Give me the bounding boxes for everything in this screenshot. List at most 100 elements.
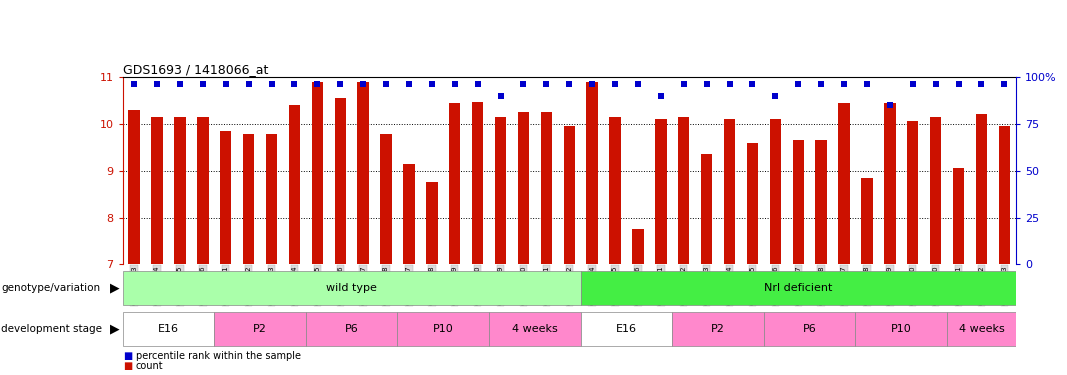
Point <box>584 81 601 87</box>
Bar <box>678 117 689 264</box>
Point <box>194 81 211 87</box>
Text: ■: ■ <box>123 351 132 361</box>
Bar <box>128 110 140 264</box>
Point <box>424 81 441 87</box>
Point <box>354 81 371 87</box>
Bar <box>764 312 856 346</box>
Bar <box>472 102 483 264</box>
Bar <box>633 229 643 264</box>
Bar <box>563 126 575 264</box>
Text: ▶: ▶ <box>110 322 120 336</box>
Bar <box>856 312 947 346</box>
Text: GDS1693 / 1418066_at: GDS1693 / 1418066_at <box>123 63 268 76</box>
Bar <box>793 140 803 264</box>
Point <box>652 93 669 99</box>
Point <box>675 81 692 87</box>
Text: wild type: wild type <box>327 283 377 293</box>
Bar <box>403 164 415 264</box>
Text: P6: P6 <box>345 324 359 334</box>
Text: P10: P10 <box>433 324 453 334</box>
Bar <box>243 134 254 264</box>
Bar <box>398 312 489 346</box>
Point <box>561 81 578 87</box>
Point <box>378 81 395 87</box>
Text: P6: P6 <box>802 324 816 334</box>
Point <box>630 81 647 87</box>
Point <box>927 81 944 87</box>
Bar <box>815 140 827 264</box>
Point <box>446 81 463 87</box>
Point <box>492 93 509 99</box>
Text: P2: P2 <box>711 324 726 334</box>
Bar <box>335 98 346 264</box>
Text: ▶: ▶ <box>110 281 120 294</box>
Text: ■: ■ <box>123 361 132 371</box>
Bar <box>174 117 186 264</box>
Bar <box>220 131 232 264</box>
Bar <box>655 119 667 264</box>
Bar <box>999 126 1010 264</box>
Text: P2: P2 <box>253 324 267 334</box>
Point <box>400 81 417 87</box>
Point <box>172 81 189 87</box>
Bar <box>495 117 506 264</box>
Point <box>262 81 280 87</box>
Point <box>218 81 235 87</box>
Bar <box>289 105 300 264</box>
Bar <box>426 182 437 264</box>
Text: E16: E16 <box>616 324 637 334</box>
Point <box>538 81 555 87</box>
Point <box>881 102 898 108</box>
Bar <box>266 134 277 264</box>
Text: P10: P10 <box>891 324 911 334</box>
Text: genotype/variation: genotype/variation <box>1 283 100 293</box>
Bar <box>861 178 873 264</box>
Text: E16: E16 <box>158 324 179 334</box>
Bar <box>306 312 398 346</box>
Text: 4 weeks: 4 weeks <box>512 324 558 334</box>
Bar <box>214 312 306 346</box>
Point <box>744 81 761 87</box>
Bar <box>587 82 598 264</box>
Point <box>790 81 807 87</box>
Bar <box>197 117 208 264</box>
Bar <box>123 271 580 305</box>
Bar <box>769 119 781 264</box>
Point <box>767 93 784 99</box>
Point <box>126 81 143 87</box>
Bar <box>953 168 965 264</box>
Point <box>515 81 532 87</box>
Point <box>904 81 921 87</box>
Bar <box>947 312 1016 346</box>
Point <box>950 81 967 87</box>
Point <box>332 81 349 87</box>
Point <box>469 81 487 87</box>
Bar <box>885 103 895 264</box>
Text: count: count <box>136 361 163 371</box>
Bar <box>747 142 759 264</box>
Point <box>148 81 165 87</box>
Bar <box>975 114 987 264</box>
Bar <box>541 112 552 264</box>
Bar <box>723 119 735 264</box>
Point <box>698 81 715 87</box>
Point <box>858 81 875 87</box>
Point <box>308 81 325 87</box>
Point <box>996 81 1013 87</box>
Bar <box>123 312 214 346</box>
Bar <box>517 112 529 264</box>
Bar <box>701 154 713 264</box>
Bar <box>672 312 764 346</box>
Bar <box>839 103 849 264</box>
Bar <box>152 117 163 264</box>
Bar <box>449 103 461 264</box>
Text: Nrl deficient: Nrl deficient <box>764 283 832 293</box>
Point <box>286 81 303 87</box>
Point <box>721 81 738 87</box>
Bar <box>357 82 369 264</box>
Bar <box>930 117 941 264</box>
Bar <box>580 312 672 346</box>
Text: 4 weeks: 4 weeks <box>958 324 1004 334</box>
Text: development stage: development stage <box>1 324 102 334</box>
Bar <box>580 271 1016 305</box>
